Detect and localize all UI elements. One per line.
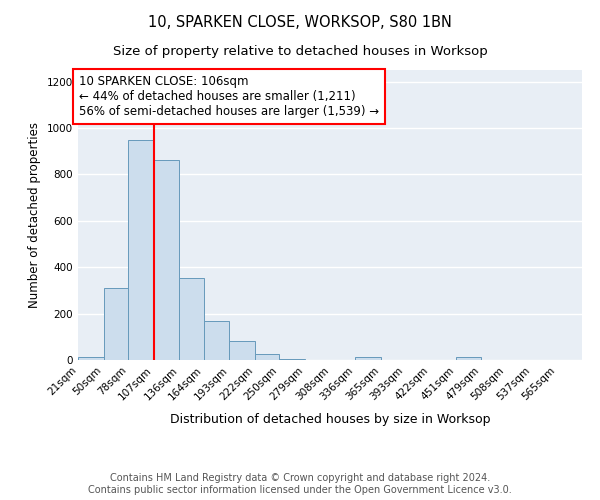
Bar — [204, 320, 229, 360]
Bar — [128, 140, 154, 360]
Text: 10, SPARKEN CLOSE, WORKSOP, S80 1BN: 10, SPARKEN CLOSE, WORKSOP, S80 1BN — [148, 15, 452, 30]
X-axis label: Distribution of detached houses by size in Worksop: Distribution of detached houses by size … — [170, 413, 490, 426]
Bar — [456, 356, 481, 360]
Text: 10 SPARKEN CLOSE: 106sqm
← 44% of detached houses are smaller (1,211)
56% of sem: 10 SPARKEN CLOSE: 106sqm ← 44% of detach… — [79, 74, 379, 118]
Bar — [355, 356, 380, 360]
Bar — [179, 278, 204, 360]
Y-axis label: Number of detached properties: Number of detached properties — [28, 122, 41, 308]
Bar — [280, 359, 305, 360]
Bar — [255, 354, 280, 360]
Bar — [104, 288, 128, 360]
Text: Contains HM Land Registry data © Crown copyright and database right 2024.
Contai: Contains HM Land Registry data © Crown c… — [88, 474, 512, 495]
Bar — [154, 160, 179, 360]
Bar — [78, 356, 104, 360]
Bar — [229, 342, 255, 360]
Text: Size of property relative to detached houses in Worksop: Size of property relative to detached ho… — [113, 45, 487, 58]
